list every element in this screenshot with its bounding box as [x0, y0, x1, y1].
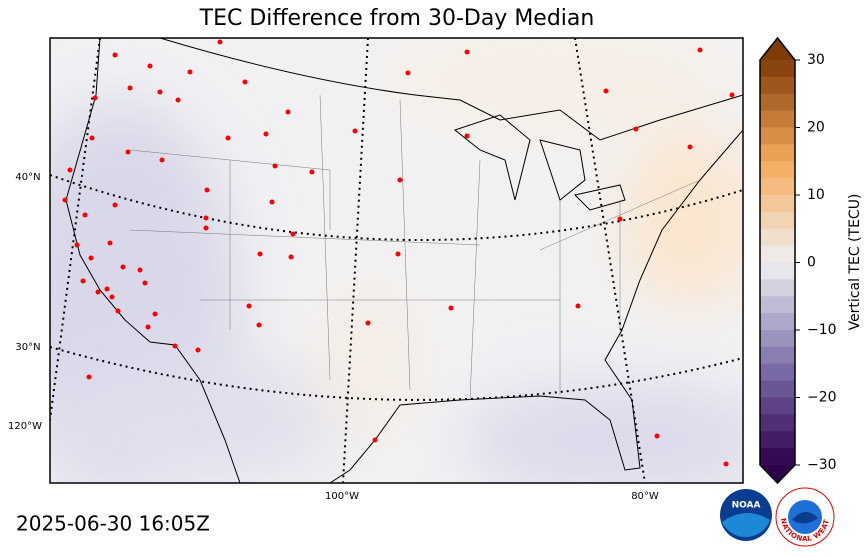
stations	[62, 39, 735, 467]
color-band	[760, 346, 795, 365]
colorbar: 30 20 10 0 −10 −20 −30	[759, 36, 837, 485]
colorbar-tick-label: −20	[807, 390, 837, 406]
color-band	[760, 262, 795, 280]
map	[50, 38, 743, 483]
extend-high	[760, 38, 795, 60]
color-band	[760, 397, 795, 415]
color-band	[760, 60, 795, 78]
color-band	[760, 76, 795, 95]
lon-label: 100°W	[325, 491, 359, 502]
colorbar-tick-label: 0	[807, 255, 816, 271]
color-band	[760, 110, 795, 128]
color-band	[760, 245, 795, 263]
colorbar-tick-label: −30	[807, 457, 837, 473]
lon-label: 120°W	[8, 421, 42, 432]
color-band	[760, 127, 795, 145]
color-band	[760, 228, 795, 247]
color-band	[760, 414, 795, 432]
color-band	[760, 211, 795, 230]
colorbar-tick-label: 20	[807, 120, 825, 136]
extend-low	[760, 465, 795, 483]
lat-label: 30°N	[15, 342, 40, 353]
color-band	[760, 279, 795, 297]
state-borders	[129, 94, 701, 401]
coastlines	[65, 38, 743, 483]
color-band	[760, 144, 795, 162]
lat-label: 40°N	[15, 172, 40, 183]
map-frame	[49, 37, 744, 484]
colorbar-tick-label: −10	[807, 322, 837, 338]
title: TEC Difference from 30-Day Median	[199, 6, 595, 31]
colorbar-tick-label: 30	[807, 52, 825, 68]
graticule	[50, 38, 743, 483]
noaa-logo: NOAA	[720, 489, 772, 541]
color-band	[760, 178, 795, 196]
color-band	[760, 431, 795, 449]
noaa-text: NOAA	[732, 501, 761, 511]
lon-label: 80°W	[631, 491, 659, 502]
color-band	[760, 313, 795, 331]
colorbar-tick-label: 10	[807, 187, 825, 203]
color-band	[760, 195, 795, 213]
colorbar-label: Vertical TEC (TECU)	[847, 194, 863, 331]
color-band	[760, 296, 795, 314]
color-band	[760, 93, 795, 112]
color-band	[760, 380, 795, 398]
color-band	[760, 330, 795, 348]
color-band	[760, 161, 795, 179]
color-band	[760, 363, 795, 382]
color-band	[760, 448, 795, 466]
timestamp: 2025-06-30 16:05Z	[16, 512, 210, 536]
